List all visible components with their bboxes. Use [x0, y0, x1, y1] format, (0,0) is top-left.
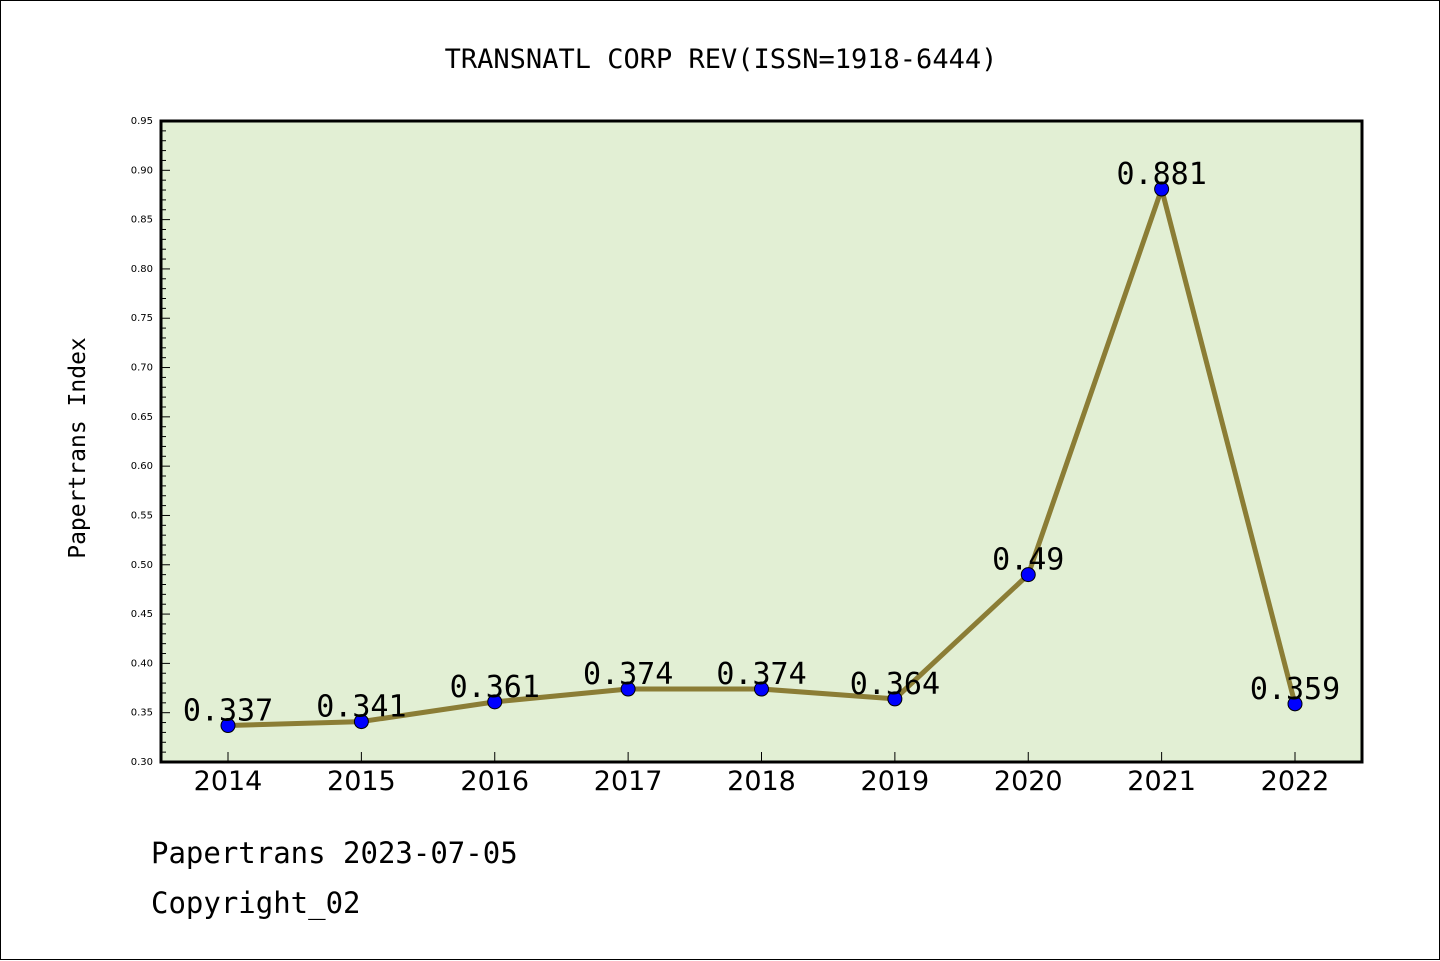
y-tick-label: 0.55 [131, 510, 153, 521]
y-tick-label: 0.60 [131, 461, 153, 472]
y-tick-label: 0.65 [131, 412, 153, 423]
y-tick-label: 0.50 [131, 560, 153, 571]
y-tick-label: 0.35 [131, 708, 153, 719]
data-label: 0.341 [316, 690, 406, 725]
data-point [487, 694, 503, 710]
y-axis: 0.30 0.35 0.40 0.45 0.50 0.55 0.60 0.65 0.70 0.75… [131, 116, 170, 768]
x-tick-label: 2020 [994, 766, 1063, 797]
y-tick-label: 0.90 [131, 165, 153, 176]
data-label: 0.364 [850, 667, 940, 702]
x-tick-label: 2015 [327, 766, 396, 797]
data-label: 0.361 [450, 670, 540, 705]
y-tick-label: 0.30 [131, 757, 153, 768]
y-tick-label: 0.95 [131, 116, 153, 127]
x-tick-label: 2017 [594, 766, 663, 797]
y-tick-label: 0.80 [131, 264, 153, 275]
y-tick-label: 0.70 [131, 363, 153, 374]
plot-area [159, 119, 1364, 764]
data-point [353, 714, 369, 730]
data-label: 0.374 [583, 657, 673, 692]
data-label: 0.359 [1250, 672, 1340, 707]
data-point [220, 718, 236, 734]
chart-title: TRANSNATL CORP REV(ISSN=1918-6444) [445, 44, 998, 75]
x-tick-label: 2014 [194, 766, 263, 797]
x-axis: 2014 2015 2016 2017 2018 2019 2020 2021 2022 [194, 752, 1330, 797]
data-point [1020, 567, 1036, 583]
footer-date-line: Papertrans 2023-07-05 [151, 836, 518, 870]
x-tick-label: 2022 [1261, 766, 1330, 797]
x-tick-label: 2018 [727, 766, 796, 797]
series-group: 0.337 0.341 0.361 0.374 0.374 0.364 0.49 0.881 0… [183, 157, 1340, 734]
data-point [620, 681, 636, 697]
y-tick-label: 0.40 [131, 658, 153, 669]
data-label: 0.881 [1116, 157, 1206, 192]
x-tick-label: 2019 [861, 766, 930, 797]
x-tick-label: 2016 [460, 766, 529, 797]
data-label: 0.49 [992, 543, 1064, 578]
y-tick-label: 0.75 [131, 313, 153, 324]
x-tick-label: 2021 [1127, 766, 1196, 797]
data-label: 0.337 [183, 694, 273, 729]
data-point [1287, 696, 1303, 712]
y-axis-label: Papertrans Index [65, 337, 91, 559]
footer-copyright: Copyright_02 [151, 886, 361, 920]
data-point [754, 681, 769, 697]
y-tick-label: 0.45 [131, 609, 153, 620]
y-tick-label: 0.85 [131, 215, 153, 226]
data-point [887, 691, 903, 707]
data-point [1154, 181, 1170, 197]
data-label: 0.374 [716, 657, 806, 692]
